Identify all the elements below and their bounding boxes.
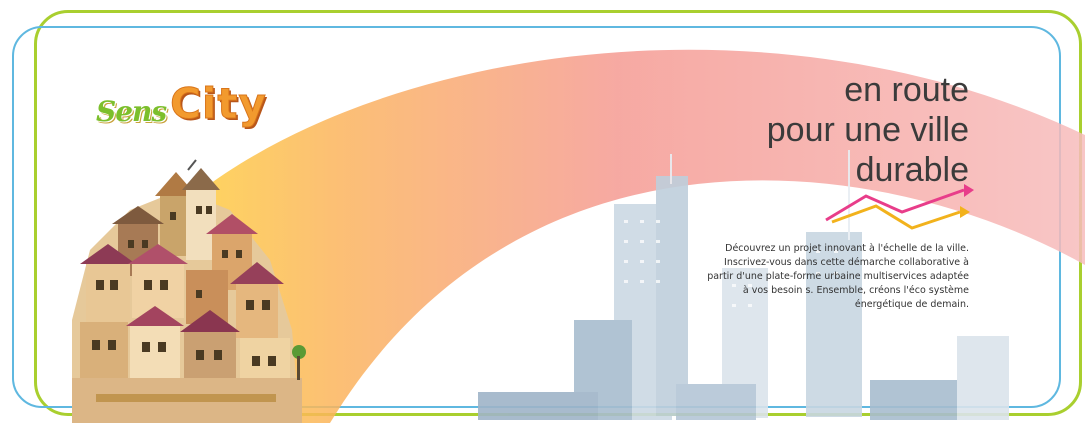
description-line: énergétique de demain. [854, 299, 969, 310]
description-line: à vos besoin s. Ensemble, créons l'éco s… [742, 285, 969, 296]
city-skyline-illustration [478, 150, 1009, 420]
senscity-logo[interactable]: Sens City [96, 68, 267, 129]
rainbow-arc-illustration [150, 49, 1085, 423]
logo-city-text: City [170, 79, 267, 129]
headline: en route pour une ville durable [767, 70, 969, 190]
headline-line-1: en route [844, 71, 969, 109]
logo-sens-text: Sens [96, 95, 167, 128]
headline-line-2: pour une ville [766, 111, 969, 149]
description-line: Inscrivez-vous dans cette démarche colla… [724, 257, 969, 268]
growth-arrows-icon [825, 184, 974, 230]
description-line: partir d'une plate-forme urbaine multise… [707, 271, 969, 282]
village-cluster-illustration [72, 159, 306, 423]
headline-line-3: durable [855, 151, 969, 189]
description-line: Découvrez un projet innovant à l'échelle… [725, 243, 969, 254]
description-text: Découvrez un projet innovant à l'échelle… [669, 242, 969, 312]
